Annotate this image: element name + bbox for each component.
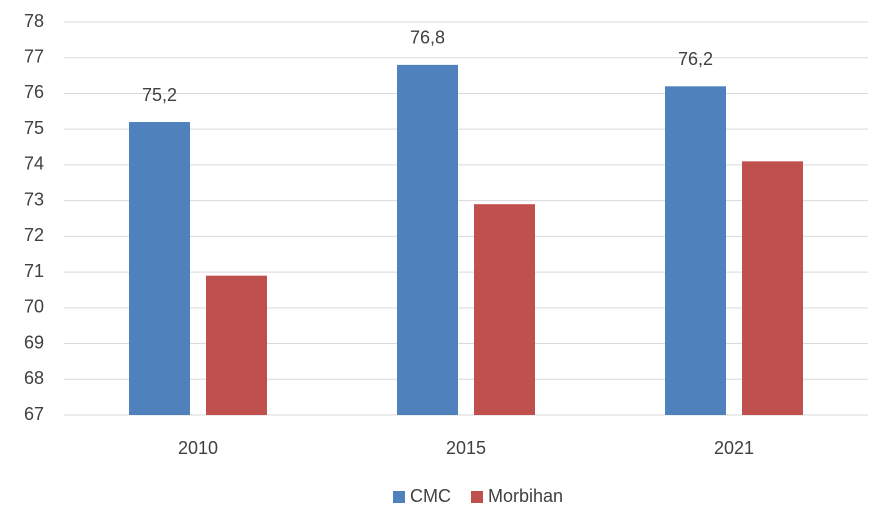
y-tick-label: 76 — [24, 82, 44, 102]
legend-swatch — [471, 491, 483, 503]
x-tick-label: 2010 — [178, 438, 218, 458]
x-tick-label: 2015 — [446, 438, 486, 458]
y-tick-label: 73 — [24, 189, 44, 209]
bar — [397, 64, 458, 415]
y-tick-label: 67 — [24, 404, 44, 424]
bar — [474, 204, 535, 415]
data-label: 76,8 — [410, 28, 445, 48]
bar — [665, 86, 726, 416]
y-tick-label: 69 — [24, 332, 44, 352]
data-label: 75,2 — [142, 85, 177, 105]
y-tick-label: 74 — [24, 154, 44, 174]
y-tick-label: 72 — [24, 225, 44, 245]
y-tick-label: 71 — [24, 261, 44, 281]
bar — [742, 161, 803, 415]
y-tick-label: 77 — [24, 46, 44, 66]
legend-label: CMC — [410, 486, 451, 506]
x-tick-label: 2021 — [714, 438, 754, 458]
y-tick-label: 70 — [24, 297, 44, 317]
data-label: 76,2 — [678, 49, 713, 69]
legend-swatch — [393, 491, 405, 503]
bar — [206, 275, 267, 415]
y-tick-label: 78 — [24, 11, 44, 31]
bar — [129, 122, 190, 415]
y-tick-label: 68 — [24, 368, 44, 388]
legend-label: Morbihan — [488, 486, 563, 506]
y-tick-label: 75 — [24, 118, 44, 138]
